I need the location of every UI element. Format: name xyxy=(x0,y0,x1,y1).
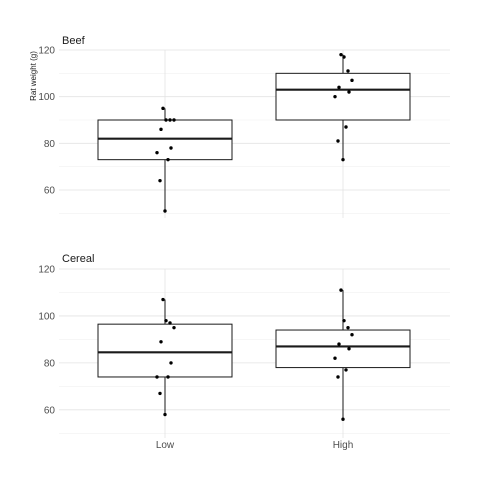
data-point xyxy=(336,139,340,143)
data-point xyxy=(346,325,350,330)
data-point xyxy=(344,368,348,372)
data-point xyxy=(169,361,173,365)
data-point xyxy=(350,333,354,337)
data-point xyxy=(159,340,163,344)
y-tick-label: 80 xyxy=(44,139,56,150)
facet-panel: 60 80 100 120 Beef xyxy=(38,35,450,218)
data-point xyxy=(172,325,176,330)
data-point xyxy=(159,127,163,132)
data-point xyxy=(161,106,165,111)
y-tick-label: 100 xyxy=(38,311,55,322)
data-point xyxy=(350,78,354,83)
data-point xyxy=(341,157,345,162)
data-point xyxy=(342,55,346,59)
data-point xyxy=(161,297,165,302)
facet-title: Beef xyxy=(62,35,86,47)
data-point xyxy=(347,347,351,351)
data-point xyxy=(166,375,170,379)
y-tick-label: 60 xyxy=(44,186,56,197)
data-point xyxy=(347,90,351,94)
data-point xyxy=(158,391,162,396)
box xyxy=(275,329,411,369)
x-tick-label: High xyxy=(333,440,354,451)
data-point xyxy=(163,412,167,417)
data-point xyxy=(172,118,176,122)
data-point xyxy=(342,318,346,323)
data-point xyxy=(168,321,172,325)
data-point xyxy=(164,118,168,122)
data-point xyxy=(164,318,168,323)
data-point xyxy=(341,417,345,421)
data-point xyxy=(333,94,337,99)
data-point xyxy=(155,375,159,379)
data-point xyxy=(333,356,337,360)
data-point xyxy=(344,125,348,129)
box xyxy=(97,119,233,161)
y-tick-label: 80 xyxy=(44,358,56,369)
facet-title: Cereal xyxy=(62,253,94,265)
data-point xyxy=(169,146,173,150)
y-tick-label: 120 xyxy=(38,265,55,276)
y-tick-label: 60 xyxy=(44,405,56,416)
data-point xyxy=(339,52,343,57)
data-point xyxy=(168,118,172,122)
facet-panel: 60 80 100 120 Cereal xyxy=(38,253,450,438)
y-axis-title: Rat weight (g) xyxy=(29,51,38,101)
box xyxy=(275,72,411,121)
data-point xyxy=(337,342,341,346)
data-point xyxy=(158,178,162,183)
y-tick-label: 100 xyxy=(38,92,55,103)
x-tick-label: Low xyxy=(156,440,175,451)
data-point xyxy=(163,209,167,213)
y-tick-label: 120 xyxy=(38,46,55,57)
data-point xyxy=(337,85,341,90)
data-point xyxy=(155,150,159,155)
data-point xyxy=(166,157,170,162)
data-point xyxy=(346,69,350,73)
box xyxy=(97,323,233,378)
data-point xyxy=(339,288,343,292)
data-point xyxy=(336,375,340,379)
